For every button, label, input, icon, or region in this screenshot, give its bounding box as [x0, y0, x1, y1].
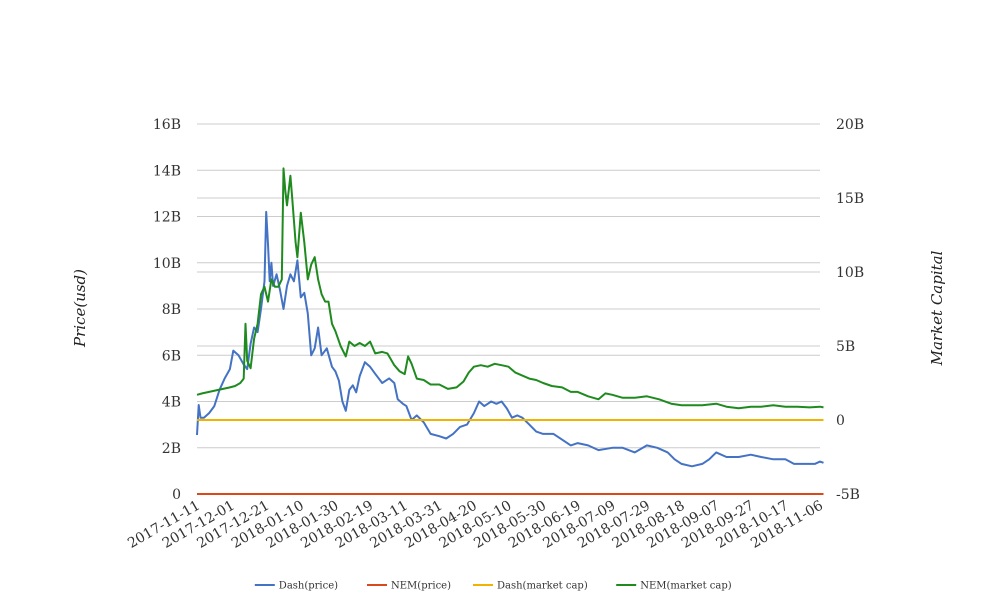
right-tick-label: 20B	[836, 117, 864, 133]
right-tick-label: 5B	[836, 339, 855, 355]
left-tick-label: 12B	[153, 210, 181, 226]
series-line-dash-price	[196, 210, 824, 468]
legend-label: Dash(price)	[279, 581, 338, 592]
series-lines	[196, 167, 824, 495]
right-tick-label: 15B	[836, 191, 864, 207]
legend-label: NEM(market cap)	[640, 581, 732, 592]
left-tick-label: 6B	[162, 348, 181, 364]
series-line-nem-market-cap	[196, 167, 824, 410]
right-tick-label: -5B	[836, 487, 860, 503]
right-tick-label: 10B	[836, 265, 864, 281]
legend-label: NEM(price)	[391, 581, 451, 592]
left-tick-label: 2B	[162, 441, 181, 457]
left-tick-label: 8B	[162, 302, 181, 318]
left-tick-label: 14B	[153, 163, 181, 179]
right-axis-tick-labels: -5B 0 5B 10B 15B 20B	[836, 117, 864, 503]
right-tick-label: 0	[836, 413, 845, 429]
x-axis-tick-labels: 2017-11-112017-12-012017-12-212018-01-10…	[125, 498, 826, 552]
left-tick-label: 0	[172, 487, 181, 503]
right-axis-title: Market Capital	[928, 250, 946, 366]
left-tick-label: 4B	[162, 395, 181, 411]
left-tick-label: 16B	[153, 117, 181, 133]
legend: Dash(price) NEM(price) Dash(market cap) NEM…	[254, 581, 732, 592]
left-tick-label: 10B	[153, 256, 181, 272]
left-axis-tick-labels: 0 2B 4B 6B 8B 10B 12B 14B 16B	[153, 117, 181, 503]
left-axis-title: Price(usd)	[71, 269, 89, 348]
legend-label: Dash(market cap)	[497, 581, 588, 592]
